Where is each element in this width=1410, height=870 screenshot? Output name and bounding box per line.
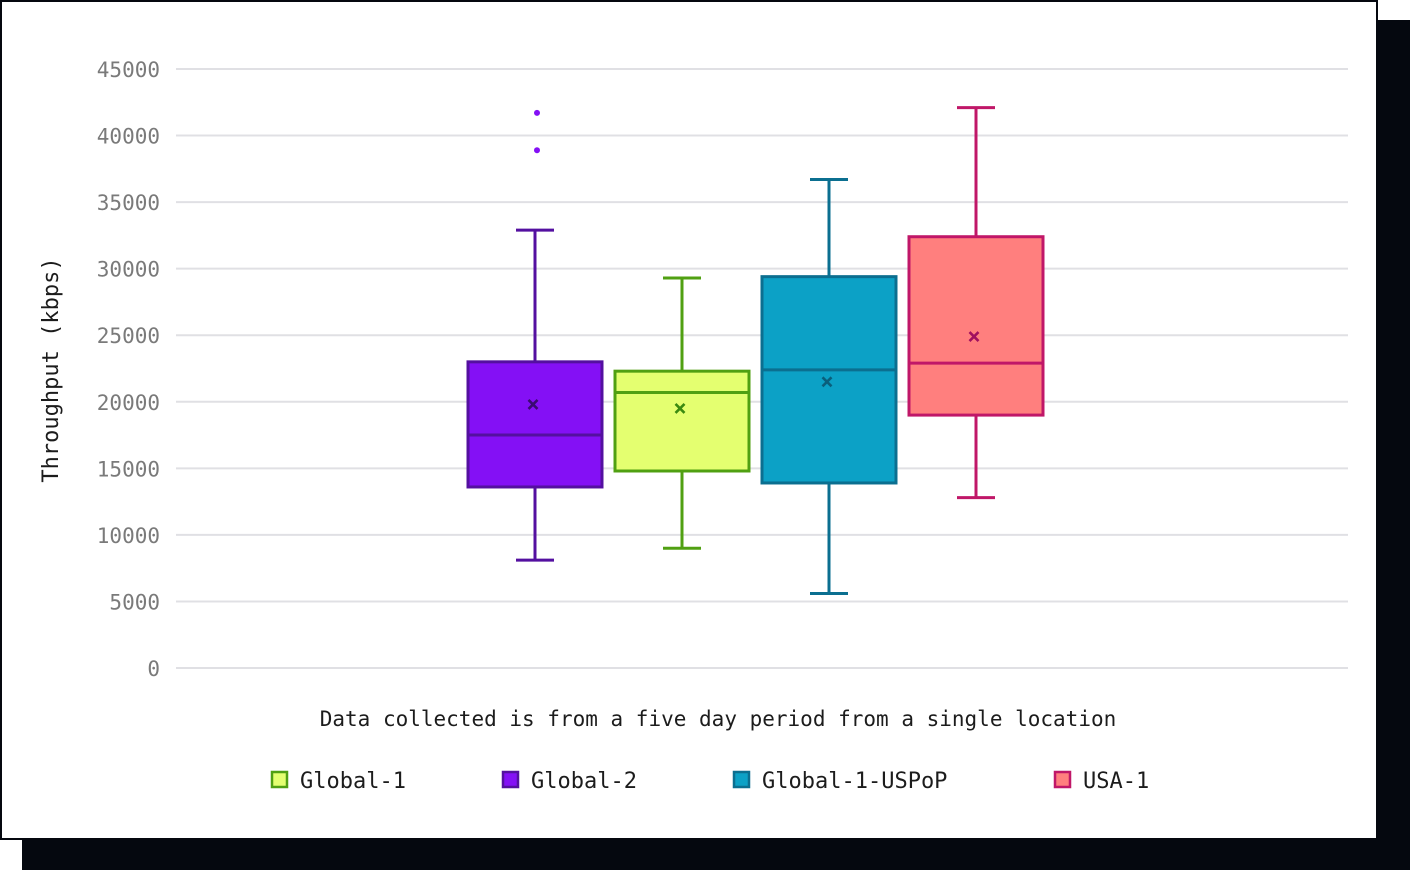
legend-item-global-2: Global-2 <box>501 769 637 794</box>
y-tick-label: 40000 <box>97 125 160 149</box>
y-axis-title: Throughput (kbps) <box>39 257 64 482</box>
legend-item-global-1: Global-1 <box>270 769 406 794</box>
legend-swatch <box>732 770 751 789</box>
legend-label: Global-2 <box>531 769 637 794</box>
legend-item-usa-1: USA-1 <box>1053 769 1149 794</box>
y-axis-ticks: 0 5000 10000 15000 20000 25000 30000 35000 40000… <box>97 58 160 681</box>
y-tick-label: 10000 <box>97 524 160 548</box>
box-usa-1 <box>907 106 1045 500</box>
y-tick-label: 30000 <box>97 258 160 282</box>
legend-label: Global-1-USPoP <box>762 769 947 794</box>
legend: Global-1 Global-2 Global-1-USPoP USA-1 <box>270 769 1149 794</box>
box-global-1 <box>613 276 751 550</box>
y-tick-label: 0 <box>147 657 160 681</box>
mean-marker <box>821 376 833 388</box>
legend-label: USA-1 <box>1083 769 1149 794</box>
y-tick-label: 45000 <box>97 58 160 82</box>
box-series <box>466 106 1045 595</box>
box-global-2 <box>466 109 604 562</box>
legend-swatch <box>270 770 289 789</box>
legend-swatch <box>1053 770 1072 789</box>
x-axis-caption: Data collected is from a five day period… <box>320 707 1117 731</box>
mean-marker <box>527 399 539 410</box>
y-tick-label: 15000 <box>97 457 160 481</box>
outlier-point <box>534 109 540 116</box>
box-global-1-uspop <box>760 177 898 595</box>
y-tick-label: 5000 <box>109 590 160 614</box>
legend-label: Global-1 <box>300 769 406 794</box>
outlier-point <box>534 147 540 154</box>
iqr-box <box>466 360 604 489</box>
box-plot-chart: 0 5000 10000 15000 20000 25000 30000 35000 40000… <box>39 58 1348 794</box>
legend-swatch <box>501 770 520 789</box>
iqr-box <box>907 235 1045 417</box>
iqr-box <box>613 369 751 473</box>
y-tick-label: 20000 <box>97 391 160 415</box>
y-tick-label: 35000 <box>97 191 160 215</box>
mean-marker <box>674 403 686 414</box>
mean-marker <box>968 331 980 342</box>
legend-item-global-1-uspop: Global-1-USPoP <box>732 769 947 794</box>
y-tick-label: 25000 <box>97 324 160 348</box>
